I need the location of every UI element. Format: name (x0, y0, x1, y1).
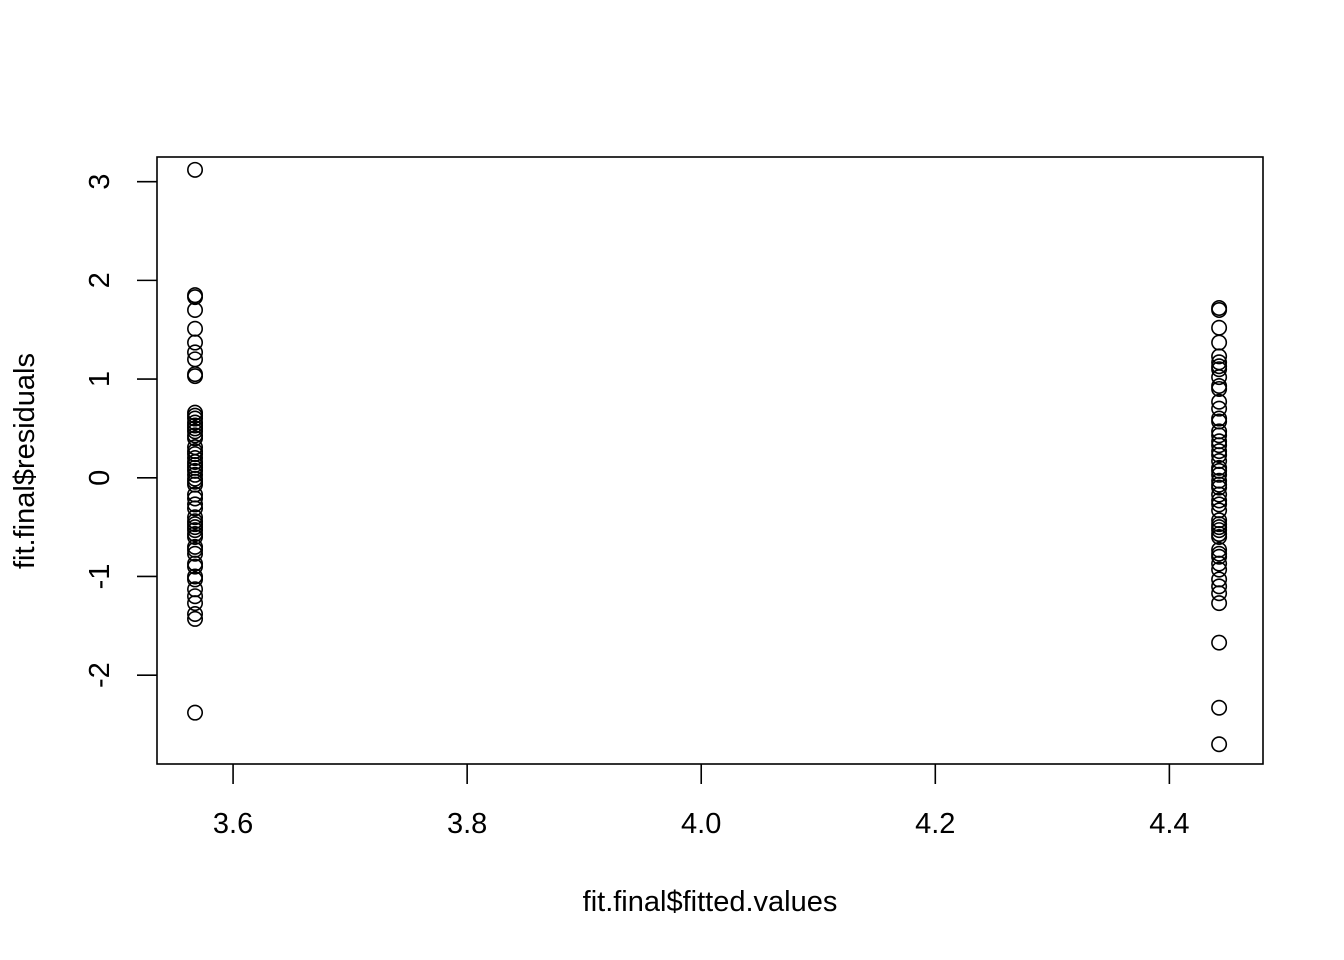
data-point (187, 466, 204, 483)
data-point (187, 558, 204, 575)
data-point (1211, 699, 1228, 716)
data-point (187, 334, 204, 351)
x-tick-label: 4.4 (1149, 808, 1189, 840)
data-point (187, 344, 204, 361)
data-point (187, 522, 204, 539)
data-point (187, 605, 204, 622)
data-point (187, 430, 204, 447)
data-point (1211, 447, 1228, 464)
data-point (1211, 522, 1228, 539)
x-axis-title: fit.final$fitted.values (583, 886, 838, 918)
x-tick-label: 4.2 (915, 808, 955, 840)
data-point (187, 289, 204, 306)
data-point (187, 450, 204, 467)
data-point (1211, 736, 1228, 753)
data-point (1211, 486, 1228, 503)
data-point (1211, 578, 1228, 595)
data-point (187, 704, 204, 721)
data-point (1211, 369, 1228, 386)
data-point (1211, 479, 1228, 496)
data-point (1211, 595, 1228, 612)
data-point (1211, 528, 1228, 545)
data-point (187, 595, 204, 612)
y-tick-label: 0 (84, 470, 116, 486)
data-point (1211, 466, 1228, 483)
data-point (1211, 443, 1228, 460)
x-tick-label: 3.8 (447, 808, 487, 840)
data-point (1211, 393, 1228, 410)
data-point (1211, 561, 1228, 578)
data-point (187, 410, 204, 427)
data-point (187, 588, 204, 605)
y-tick-label: -1 (84, 564, 116, 590)
data-point (187, 528, 204, 545)
x-axis: 3.6 3.8 4.0 4.2 4.4 (213, 764, 1190, 840)
data-point (187, 161, 204, 178)
y-axis-title: fit.final$residuals (9, 353, 41, 569)
data-point (1211, 380, 1228, 397)
data-point (187, 490, 204, 507)
y-tick-label: 3 (84, 174, 116, 190)
y-tick-label: -2 (84, 662, 116, 688)
data-point (187, 509, 204, 526)
data-point (187, 423, 204, 440)
y-tick-label: 2 (84, 272, 116, 288)
data-point (1211, 437, 1228, 454)
y-axis: -2 -1 0 1 2 3 (84, 174, 157, 688)
data-point (1211, 301, 1228, 318)
data-point (1211, 492, 1228, 509)
data-point (1211, 585, 1228, 602)
data-point (1211, 427, 1228, 444)
data-point (1211, 548, 1228, 565)
x-tick-label: 3.6 (213, 808, 253, 840)
data-point (187, 500, 204, 517)
data-point (187, 545, 204, 562)
data-point (187, 610, 204, 627)
y-tick-label: 1 (84, 371, 116, 387)
data-point (1211, 634, 1228, 651)
data-point (187, 571, 204, 588)
data-point (1211, 555, 1228, 572)
data-point (1211, 361, 1228, 378)
data-point (187, 368, 204, 385)
data-point (187, 301, 204, 318)
data-point (1211, 400, 1228, 417)
data-point (1211, 496, 1228, 513)
plot-frame (156, 156, 1264, 765)
data-points (187, 161, 1228, 753)
data-point (187, 496, 204, 513)
data-point (1211, 348, 1228, 365)
x-tick-label: 4.0 (681, 808, 721, 840)
